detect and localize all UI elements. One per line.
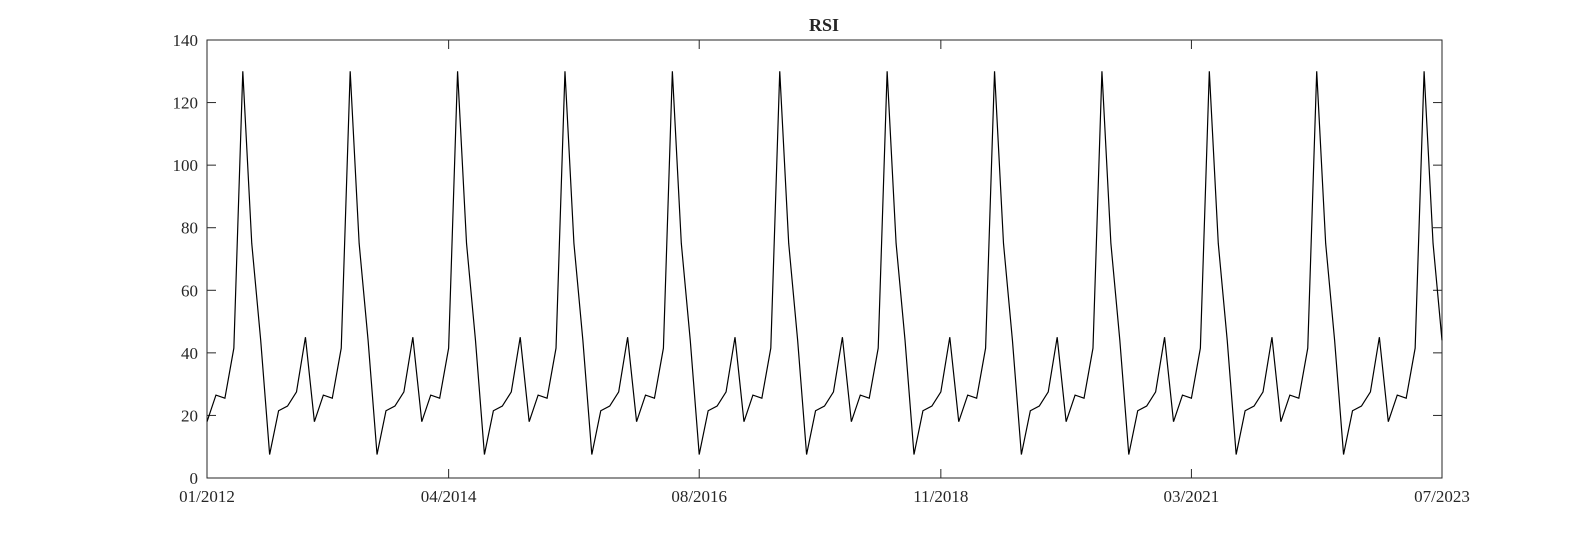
y-tick-label: 40 — [181, 344, 198, 363]
rsi-series-line — [206, 71, 1443, 455]
x-tick-label: 08/2016 — [671, 487, 727, 506]
y-tick-label: 0 — [190, 469, 199, 488]
y-tick-label: 100 — [173, 156, 199, 175]
x-tick-label: 11/2018 — [913, 487, 968, 506]
y-tick-label: 120 — [173, 94, 199, 113]
x-tick-label: 07/2023 — [1414, 487, 1470, 506]
x-tick-label: 03/2021 — [1164, 487, 1220, 506]
plot-area: 0 20 40 60 80 100 120 140 01/2012 04/2014 08/2016… — [173, 31, 1470, 506]
y-axis: 0 20 40 60 80 100 120 140 — [173, 31, 1442, 488]
y-tick-label: 60 — [181, 281, 198, 300]
y-tick-label: 140 — [173, 31, 199, 50]
chart-title: RSI — [809, 15, 839, 35]
x-tick-label: 04/2014 — [421, 487, 477, 506]
axes-box — [206, 39, 1443, 479]
x-axis: 01/2012 04/2014 08/2016 11/2018 03/2021 07/20… — [179, 40, 1470, 506]
y-tick-label: 20 — [181, 406, 198, 425]
y-tick-label: 80 — [181, 219, 198, 238]
x-tick-label: 01/2012 — [179, 487, 235, 506]
